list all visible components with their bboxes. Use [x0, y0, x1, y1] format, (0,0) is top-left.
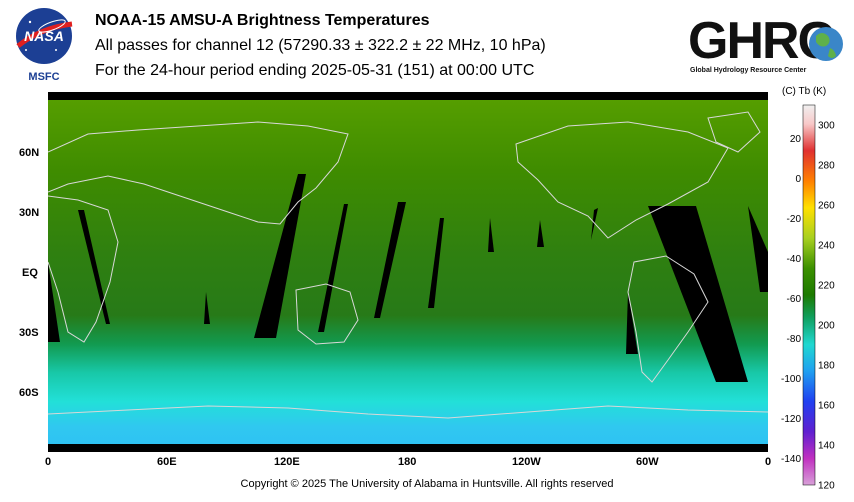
swath-gap	[748, 206, 768, 292]
colorbar-ticks: 300280260240220200180160140120200-20-40-…	[781, 121, 835, 492]
colorbar-kelvin-tick: 200	[818, 321, 835, 332]
svg-text:Global Hydrology Resource Cent: Global Hydrology Resource Center	[690, 67, 807, 74]
colorbar-kelvin-tick: 120	[818, 481, 835, 492]
swath-gap	[48, 262, 60, 342]
lon-label: 120E	[274, 456, 300, 468]
lat-label: 30S	[19, 327, 39, 339]
colorbar-kelvin-tick: 280	[818, 161, 835, 172]
colorbar-kelvin-tick: 140	[818, 441, 835, 452]
south-gap-band	[48, 444, 768, 452]
swath-gap	[254, 174, 306, 338]
lon-label: 120W	[512, 456, 541, 468]
colorbar-celsius-tick: -100	[781, 374, 801, 385]
colorbar-celsius-tick: -60	[787, 294, 802, 305]
swath-gaps	[48, 174, 768, 382]
colorbar-celsius-tick: -140	[781, 454, 801, 465]
lon-label: 60E	[157, 456, 177, 468]
coastline-africa	[48, 195, 119, 343]
map-subtitle: All passes for channel 12 (57290.33 ± 32…	[95, 37, 546, 54]
swath-gap	[488, 218, 494, 252]
coastline-greenland	[707, 111, 761, 153]
swath-gap	[318, 204, 348, 332]
colorbar-kelvin-tick: 300	[818, 121, 835, 132]
svg-text:NASA: NASA	[24, 28, 64, 44]
colorbar-kelvin-tick: 180	[818, 361, 835, 372]
colorbar-celsius-tick: -20	[787, 214, 802, 225]
ghrc-logo: GHRC Global Hydrology Resource Center	[688, 12, 843, 74]
lat-label: 60S	[19, 387, 39, 399]
lon-label: 60W	[636, 456, 659, 468]
colorbar-units-label: (C) Tb (K)	[782, 86, 827, 97]
lon-label: 180	[398, 456, 417, 468]
lon-label: 0	[45, 456, 52, 468]
swath-gap	[648, 206, 748, 382]
swath-gap	[428, 218, 444, 308]
colorbar-celsius-tick: -120	[781, 414, 801, 425]
lat-label: 30N	[19, 207, 40, 219]
svg-text:MSFC: MSFC	[28, 71, 59, 83]
colorbar-gradient	[802, 104, 816, 486]
brightness-temperature-map	[48, 92, 768, 452]
colorbar-celsius-tick: -80	[787, 334, 802, 345]
colorbar-kelvin-tick: 260	[818, 201, 835, 212]
copyright-footer: Copyright © 2025 The University of Alaba…	[240, 478, 614, 490]
colorbar-celsius-tick: -40	[787, 254, 802, 265]
swath-gap	[626, 292, 638, 354]
swath-gap	[374, 202, 406, 318]
swath-gap	[591, 208, 598, 240]
swath-gap	[537, 220, 544, 247]
lat-label: 60N	[19, 147, 40, 159]
colorbar: 300280260240220200180160140120200-20-40-…	[781, 104, 835, 492]
lat-label: EQ	[22, 267, 38, 279]
north-gap-band	[48, 92, 768, 100]
coastlines	[48, 111, 768, 419]
lon-label: 0	[765, 456, 772, 468]
map-background	[48, 92, 768, 452]
colorbar-kelvin-tick: 220	[818, 281, 835, 292]
coastline-north-america	[515, 121, 729, 239]
coastline-antarctica	[48, 405, 768, 419]
colorbar-kelvin-tick: 160	[818, 401, 835, 412]
nasa-logo: NASA MSFC	[16, 8, 73, 83]
coastline-south-america	[627, 255, 709, 383]
swath-gap	[204, 292, 210, 324]
colorbar-kelvin-tick: 240	[818, 241, 835, 252]
map-period: For the 24-hour period ending 2025-05-31…	[95, 62, 535, 79]
colorbar-celsius-tick: 0	[795, 174, 801, 185]
coastline-australia	[295, 283, 359, 345]
colorbar-celsius-tick: 20	[790, 134, 802, 145]
map-title: NOAA-15 AMSU-A Brightness Temperatures	[95, 12, 430, 29]
swath-gap	[78, 210, 110, 324]
coastline-eurasia	[48, 121, 349, 225]
